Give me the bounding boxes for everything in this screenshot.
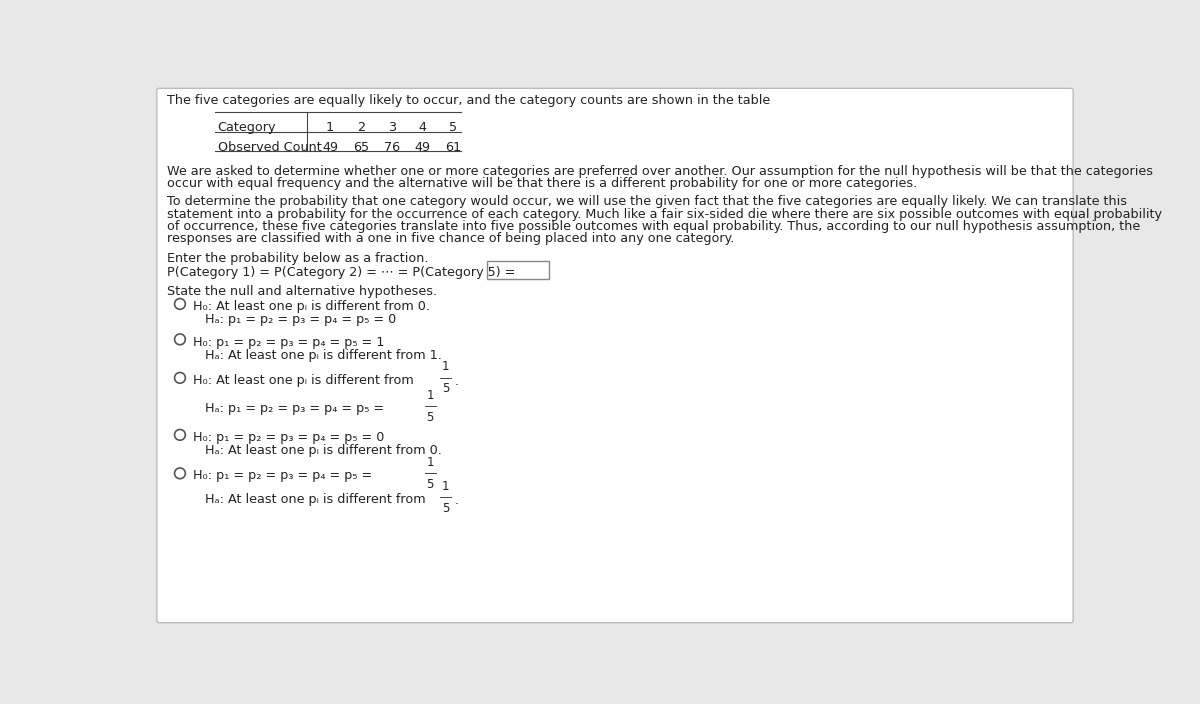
Text: 5: 5 bbox=[442, 382, 449, 396]
Text: 1: 1 bbox=[426, 455, 434, 469]
Text: Category: Category bbox=[217, 120, 276, 134]
Text: 61: 61 bbox=[445, 142, 461, 154]
Text: 5: 5 bbox=[426, 411, 434, 424]
FancyBboxPatch shape bbox=[487, 260, 548, 279]
Text: .: . bbox=[455, 375, 458, 388]
Text: The five categories are equally likely to occur, and the category counts are sho: The five categories are equally likely t… bbox=[167, 94, 770, 107]
Text: H₀: At least one pᵢ is different from: H₀: At least one pᵢ is different from bbox=[193, 374, 414, 387]
Text: 49: 49 bbox=[414, 142, 431, 154]
Text: To determine the probability that one category would occur, we will use the give: To determine the probability that one ca… bbox=[167, 196, 1127, 208]
Text: 2: 2 bbox=[356, 120, 365, 134]
Text: 5: 5 bbox=[442, 502, 449, 515]
Text: 49: 49 bbox=[322, 142, 338, 154]
Text: H₀: p₁ = p₂ = p₃ = p₄ = p₅ =: H₀: p₁ = p₂ = p₃ = p₄ = p₅ = bbox=[193, 470, 372, 482]
Text: occur with equal frequency and the alternative will be that there is a different: occur with equal frequency and the alter… bbox=[167, 177, 917, 190]
Text: 1: 1 bbox=[326, 120, 334, 134]
Text: of occurrence, these five categories translate into five possible outcomes with : of occurrence, these five categories tra… bbox=[167, 220, 1140, 233]
Text: H₀: p₁ = p₂ = p₃ = p₄ = p₅ = 0: H₀: p₁ = p₂ = p₃ = p₄ = p₅ = 0 bbox=[193, 431, 384, 444]
Text: 1: 1 bbox=[426, 389, 434, 402]
Text: Hₐ: p₁ = p₂ = p₃ = p₄ = p₅ = 0: Hₐ: p₁ = p₂ = p₃ = p₄ = p₅ = 0 bbox=[205, 313, 397, 326]
FancyBboxPatch shape bbox=[157, 88, 1073, 623]
Text: P(Category 1) = P(Category 2) = ⋯ = P(Category 5) =: P(Category 1) = P(Category 2) = ⋯ = P(Ca… bbox=[167, 266, 515, 279]
Text: .: . bbox=[455, 494, 458, 507]
Text: 65: 65 bbox=[353, 142, 368, 154]
Text: H₀: p₁ = p₂ = p₃ = p₄ = p₅ = 1: H₀: p₁ = p₂ = p₃ = p₄ = p₅ = 1 bbox=[193, 336, 384, 348]
Text: 76: 76 bbox=[384, 142, 400, 154]
Text: Hₐ: p₁ = p₂ = p₃ = p₄ = p₅ =: Hₐ: p₁ = p₂ = p₃ = p₄ = p₅ = bbox=[205, 403, 384, 415]
Text: Enter the probability below as a fraction.: Enter the probability below as a fractio… bbox=[167, 252, 428, 265]
Text: statement into a probability for the occurrence of each category. Much like a fa: statement into a probability for the occ… bbox=[167, 208, 1162, 220]
Text: 3: 3 bbox=[388, 120, 396, 134]
Text: 4: 4 bbox=[419, 120, 426, 134]
Text: Observed Count: Observed Count bbox=[217, 142, 322, 154]
Text: 5: 5 bbox=[426, 478, 434, 491]
Text: Hₐ: At least one pᵢ is different from: Hₐ: At least one pᵢ is different from bbox=[205, 494, 426, 506]
Text: 1: 1 bbox=[442, 360, 449, 373]
Text: We are asked to determine whether one or more categories are preferred over anot: We are asked to determine whether one or… bbox=[167, 165, 1153, 177]
Text: Hₐ: At least one pᵢ is different from 1.: Hₐ: At least one pᵢ is different from 1. bbox=[205, 348, 443, 362]
Text: H₀: At least one pᵢ is different from 0.: H₀: At least one pᵢ is different from 0. bbox=[193, 300, 430, 313]
Text: State the null and alternative hypotheses.: State the null and alternative hypothese… bbox=[167, 284, 437, 298]
Text: 5: 5 bbox=[449, 120, 457, 134]
Text: responses are classified with a one in five chance of being placed into any one : responses are classified with a one in f… bbox=[167, 232, 734, 245]
Text: 1: 1 bbox=[442, 479, 449, 493]
Text: Hₐ: At least one pᵢ is different from 0.: Hₐ: At least one pᵢ is different from 0. bbox=[205, 444, 443, 457]
